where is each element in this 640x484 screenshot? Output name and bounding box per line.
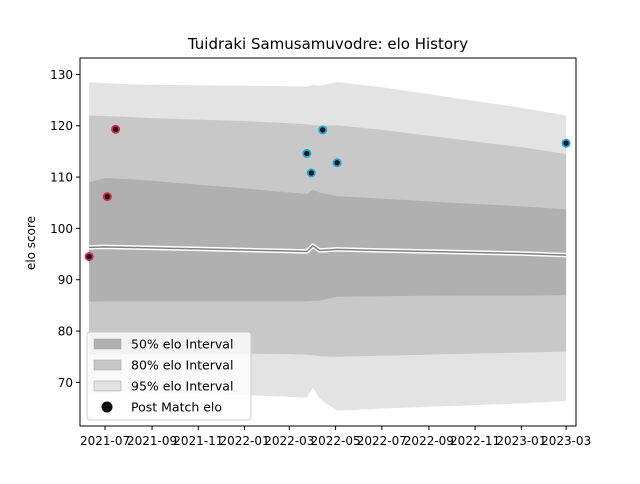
post-match-points (84, 124, 571, 262)
data-point (302, 148, 312, 158)
x-tick-label: 2021-11 (173, 434, 223, 448)
data-point (332, 158, 342, 168)
legend: 50% elo Interval 80% elo Interval 95% elo … (86, 331, 252, 421)
data-point (111, 124, 121, 134)
x-tick-label: 2022-05 (311, 434, 361, 448)
x-tick-label: 2022-11 (450, 434, 500, 448)
axes: 7080901001101201302021-072021-092021-112… (50, 57, 591, 448)
x-tick-label: 2023-03 (541, 434, 591, 448)
x-tick-label: 2021-07 (80, 434, 130, 448)
x-tick-label: 2023-01 (496, 434, 546, 448)
x-tick-label: 2022-09 (404, 434, 454, 448)
y-tick-label: 100 (50, 222, 73, 236)
y-tick-label: 130 (50, 68, 73, 82)
y-tick-label: 90 (58, 273, 73, 287)
mean-line-group (89, 243, 567, 258)
x-tick-label: 2021-09 (127, 434, 177, 448)
legend-label: Post Match elo (131, 400, 222, 415)
legend-label: 50% elo Interval (131, 337, 233, 352)
legend-label: 80% elo Interval (131, 358, 233, 373)
data-point (306, 168, 316, 178)
data-point (561, 138, 571, 148)
legend-swatch (93, 338, 122, 350)
data-point (318, 125, 328, 135)
y-tick-label: 80 (58, 325, 73, 339)
band-50-area (89, 178, 567, 302)
interval-bands (89, 82, 567, 411)
y-axis-label: elo score (24, 216, 38, 270)
x-tick-label: 2022-03 (264, 434, 314, 448)
legend-swatch (93, 380, 122, 392)
y-tick-label: 70 (58, 376, 73, 390)
chart-title: Tuidraki Samusamuvodre: elo History (187, 35, 468, 53)
x-tick-label: 2022-01 (220, 434, 270, 448)
y-tick-label: 120 (50, 119, 73, 133)
legend-marker (101, 401, 113, 413)
y-tick-label: 110 (50, 171, 73, 185)
legend-box (86, 331, 252, 421)
mean-line (89, 245, 567, 256)
plot-frame (79, 57, 577, 427)
data-point (84, 252, 94, 262)
legend-label: 95% elo Interval (131, 379, 233, 394)
data-point (102, 192, 112, 202)
legend-swatch (93, 359, 122, 371)
x-tick-label: 2022-07 (357, 434, 407, 448)
